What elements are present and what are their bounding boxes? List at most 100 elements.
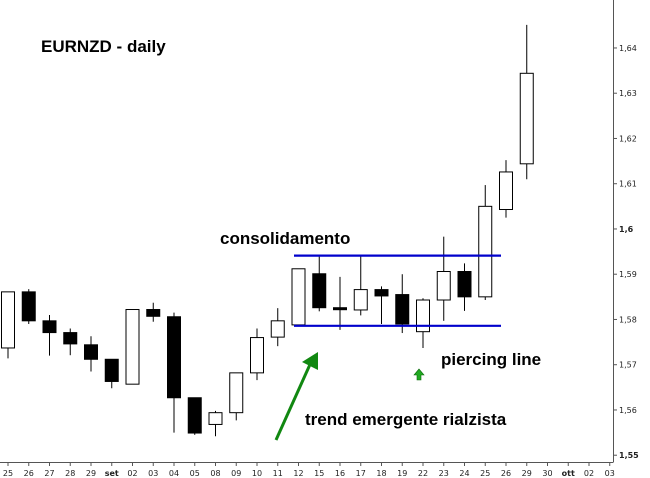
trend-arrow-icon: [274, 352, 318, 441]
y-tick-label: 1,56: [619, 406, 637, 415]
trend-annotation: trend emergente rialzista: [305, 410, 507, 429]
candle-body: [63, 332, 78, 345]
x-tick-label: 15: [314, 469, 324, 478]
candle-body: [436, 270, 451, 301]
candle: [436, 236, 451, 321]
candle: [291, 268, 306, 326]
candle-body: [499, 171, 513, 211]
consolidation-lines: [294, 254, 501, 327]
candle-body: [187, 397, 202, 434]
candle-body: [42, 320, 57, 334]
candle: [250, 328, 264, 381]
y-tick-label: 1,57: [619, 361, 637, 370]
candle: [312, 256, 327, 312]
x-tick-label: 09: [231, 469, 241, 478]
candle-body: [208, 412, 223, 425]
x-tick-label: 11: [273, 469, 283, 478]
candle: [125, 309, 140, 385]
candle: [353, 255, 368, 316]
y-tick-label: 1,62: [619, 134, 637, 143]
x-tick-label: 10: [252, 469, 262, 478]
x-axis: 25 26 27 28 29 set 02 03 04 05 08 09 10 11 12 15 16 17 18 1…: [3, 462, 615, 478]
x-tick-label: 30: [542, 469, 552, 478]
candle-body: [229, 372, 244, 414]
candle: [167, 312, 181, 433]
x-tick-label: 27: [44, 469, 54, 478]
x-tick-label: 25: [3, 469, 13, 478]
x-tick-label: 29: [86, 469, 96, 478]
x-tick-label: 28: [65, 469, 75, 478]
candle: [104, 358, 119, 389]
x-tick-label: 08: [210, 469, 220, 478]
candle: [519, 24, 534, 180]
x-tick-label: 25: [480, 469, 490, 478]
candle: [499, 160, 513, 218]
candle-body: [374, 289, 389, 297]
candle: [374, 286, 389, 324]
candle-body: [270, 320, 285, 338]
candle: [21, 289, 36, 324]
y-tick-label: 1,55: [619, 451, 639, 460]
x-tick-label: 26: [24, 469, 34, 478]
x-tick-label: 24: [459, 469, 469, 478]
candle: [146, 302, 161, 322]
y-tick-label: 1,61: [619, 180, 637, 189]
candle: [229, 372, 244, 421]
candle-body: [312, 273, 327, 309]
piercing-up-arrow-icon: [413, 368, 425, 381]
candle: [395, 274, 410, 334]
candle-body: [416, 299, 430, 333]
chart-title: EURNZD - daily: [41, 37, 166, 56]
candle-body: [519, 72, 534, 165]
consolidation-annotation: consolidamento: [220, 229, 350, 248]
x-tick-label: set: [105, 469, 119, 478]
candle-body: [395, 294, 410, 325]
x-tick-label: 02: [584, 469, 594, 478]
candle-body: [250, 337, 264, 374]
y-tick-label: 1,6: [619, 225, 634, 234]
candle-body: [353, 289, 368, 311]
x-tick-label: 17: [356, 469, 366, 478]
candle: [42, 314, 57, 356]
candle: [270, 308, 285, 347]
candle: [333, 276, 347, 330]
x-tick-label: 03: [148, 469, 158, 478]
x-tick-label: 05: [190, 469, 200, 478]
candle-body: [333, 307, 347, 311]
y-tick-label: 1,64: [619, 44, 637, 53]
candle: [478, 185, 493, 301]
candle-body: [478, 205, 493, 298]
candle-body: [125, 309, 140, 385]
candle: [416, 298, 430, 348]
candle-body: [167, 316, 181, 399]
x-tick-label: 12: [293, 469, 303, 478]
candle-body: [1, 291, 15, 349]
y-tick-label: 1,59: [619, 270, 637, 279]
x-tick-label: 19: [397, 469, 407, 478]
candle: [187, 397, 202, 435]
candle-body: [21, 291, 36, 322]
candle-body: [104, 358, 119, 382]
y-axis: 1,64 1,63 1,62 1,61 1,6 1,59 1,58 1,57 1,56 1,55: [613, 44, 639, 460]
candle: [84, 336, 98, 372]
x-tick-label: 18: [376, 469, 386, 478]
x-tick-label: 23: [439, 469, 449, 478]
x-tick-label: 22: [418, 469, 428, 478]
x-tick-label: 26: [501, 469, 511, 478]
x-tick-label: 29: [522, 469, 532, 478]
piercing-line-annotation: piercing line: [441, 350, 541, 369]
candle: [208, 410, 223, 437]
y-tick-label: 1,58: [619, 315, 637, 324]
candle-body: [291, 268, 306, 326]
candle: [457, 263, 472, 311]
y-tick-label: 1,63: [619, 89, 637, 98]
x-tick-label: 16: [335, 469, 345, 478]
x-tick-label: 02: [127, 469, 137, 478]
candle: [1, 291, 15, 359]
candle-body: [146, 309, 161, 317]
x-tick-label: 04: [169, 469, 179, 478]
candle: [63, 328, 78, 356]
candle-body: [84, 344, 98, 360]
x-tick-label: ott: [562, 469, 575, 478]
